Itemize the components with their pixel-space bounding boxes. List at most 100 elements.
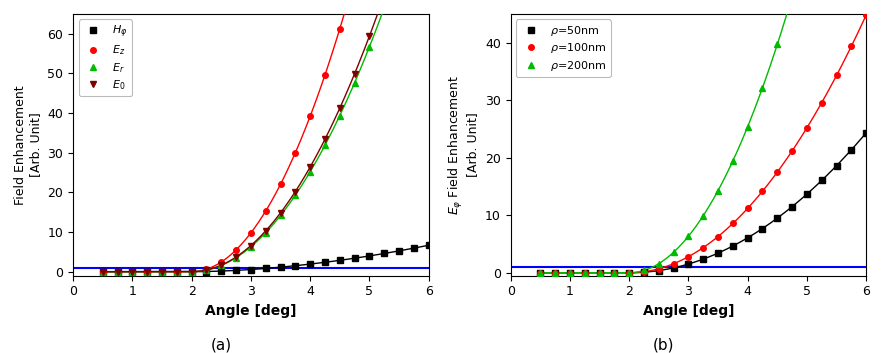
$E_0$	[305, 165, 316, 169]
$E_0$	[334, 106, 345, 110]
$\rho$=200nm	[609, 271, 620, 275]
$H_\varphi$	[202, 269, 212, 274]
$\rho$=100nm	[638, 270, 649, 274]
Line: $\rho$=200nm: $\rho$=200nm	[537, 0, 869, 276]
Text: (b): (b)	[652, 337, 674, 352]
$\rho$=200nm	[728, 159, 738, 163]
$E_z$	[261, 209, 271, 213]
$E_r$	[231, 256, 241, 260]
$\rho$=100nm	[698, 245, 709, 250]
$E_r$	[142, 270, 153, 274]
$E_r$	[112, 270, 123, 274]
$E_z$	[97, 270, 108, 274]
$\rho$=100nm	[713, 234, 723, 239]
$\rho$=100nm	[728, 221, 738, 226]
$E_0$	[202, 268, 212, 272]
$\rho$=200nm	[550, 271, 560, 275]
$E_r$	[187, 270, 197, 274]
Y-axis label: Field Enhancement
[Arb. Unit]: Field Enhancement [Arb. Unit]	[14, 85, 42, 205]
$\rho$=100nm	[683, 255, 694, 259]
$E_0$	[156, 270, 167, 274]
$\rho$=100nm	[594, 271, 605, 275]
$\rho$=200nm	[772, 42, 782, 47]
$E_r$	[275, 213, 286, 217]
$H_\varphi$	[320, 260, 331, 264]
$\rho$=50nm	[609, 271, 620, 275]
$E_0$	[171, 270, 182, 274]
$H_\varphi$	[127, 270, 138, 274]
Text: (a): (a)	[210, 337, 232, 352]
X-axis label: Angle [deg]: Angle [deg]	[643, 304, 735, 318]
$\rho$=100nm	[609, 271, 620, 275]
$E_r$	[334, 113, 345, 118]
$E_0$	[320, 137, 331, 141]
$\rho$=50nm	[861, 131, 872, 135]
$\rho$=50nm	[817, 178, 827, 183]
$\rho$=200nm	[579, 271, 590, 275]
$E_0$	[112, 270, 123, 274]
$E_r$	[216, 263, 226, 268]
$\rho$=100nm	[550, 271, 560, 275]
$\rho$=100nm	[846, 44, 857, 48]
$\rho$=50nm	[683, 262, 694, 266]
$H_\varphi$	[97, 270, 108, 274]
$\rho$=200nm	[594, 271, 605, 275]
$E_z$	[187, 270, 197, 274]
$E_r$	[349, 80, 360, 85]
X-axis label: Angle [deg]: Angle [deg]	[205, 304, 297, 318]
$E_r$	[246, 245, 256, 249]
$H_\varphi$	[216, 269, 226, 273]
$E_z$	[305, 114, 316, 118]
$E_z$	[142, 270, 153, 274]
$E_z$	[290, 150, 301, 155]
Line: $H_\varphi$: $H_\varphi$	[100, 243, 431, 275]
$H_\varphi$	[187, 270, 197, 274]
$\rho$=50nm	[713, 251, 723, 255]
$E_r$	[379, 6, 390, 10]
$\rho$=50nm	[743, 236, 753, 240]
$E_r$	[171, 270, 182, 274]
$E_r$	[364, 45, 375, 49]
$\rho$=50nm	[668, 266, 679, 270]
$H_\varphi$	[142, 270, 153, 274]
$E_r$	[97, 270, 108, 274]
$\rho$=50nm	[758, 226, 768, 231]
$\rho$=50nm	[550, 271, 560, 275]
$\rho$=50nm	[624, 271, 635, 275]
$\rho$=200nm	[683, 234, 694, 238]
$E_z$	[202, 267, 212, 271]
$\rho$=100nm	[802, 126, 812, 130]
$H_\varphi$	[393, 249, 404, 253]
$\rho$=200nm	[638, 268, 649, 273]
Line: $\rho$=100nm: $\rho$=100nm	[537, 12, 869, 276]
Line: $E_z$: $E_z$	[100, 0, 431, 275]
$\rho$=200nm	[565, 271, 575, 275]
$H_\varphi$	[334, 258, 345, 262]
$E_0$	[142, 270, 153, 274]
$\rho$=50nm	[787, 204, 797, 209]
$H_\varphi$	[364, 254, 375, 258]
$\rho$=100nm	[817, 101, 827, 105]
Line: $E_r$: $E_r$	[100, 0, 431, 275]
$E_0$	[275, 211, 286, 215]
$\rho$=100nm	[758, 189, 768, 193]
$E_r$	[202, 268, 212, 272]
$\rho$=50nm	[579, 271, 590, 275]
Y-axis label: $E_{\varphi}$ Field Enhancement
[Arb. Unit]: $E_{\varphi}$ Field Enhancement [Arb. Un…	[446, 75, 479, 215]
$\rho$=100nm	[565, 271, 575, 275]
$E_0$	[216, 263, 226, 267]
$E_z$	[216, 260, 226, 264]
$E_0$	[290, 190, 301, 194]
$\rho$=200nm	[758, 86, 768, 90]
$\rho$=100nm	[535, 271, 545, 275]
$H_\varphi$	[379, 251, 390, 256]
$\rho$=100nm	[831, 73, 842, 78]
$H_\varphi$	[156, 270, 167, 274]
$E_0$	[127, 270, 138, 274]
Legend: $H_\varphi$, $E_z$, $E_r$, $E_0$: $H_\varphi$, $E_z$, $E_r$, $E_0$	[79, 19, 132, 96]
$E_r$	[127, 270, 138, 274]
$\rho$=50nm	[565, 271, 575, 275]
$\rho$=50nm	[831, 163, 842, 168]
$H_\varphi$	[408, 246, 419, 250]
$E_0$	[231, 255, 241, 259]
